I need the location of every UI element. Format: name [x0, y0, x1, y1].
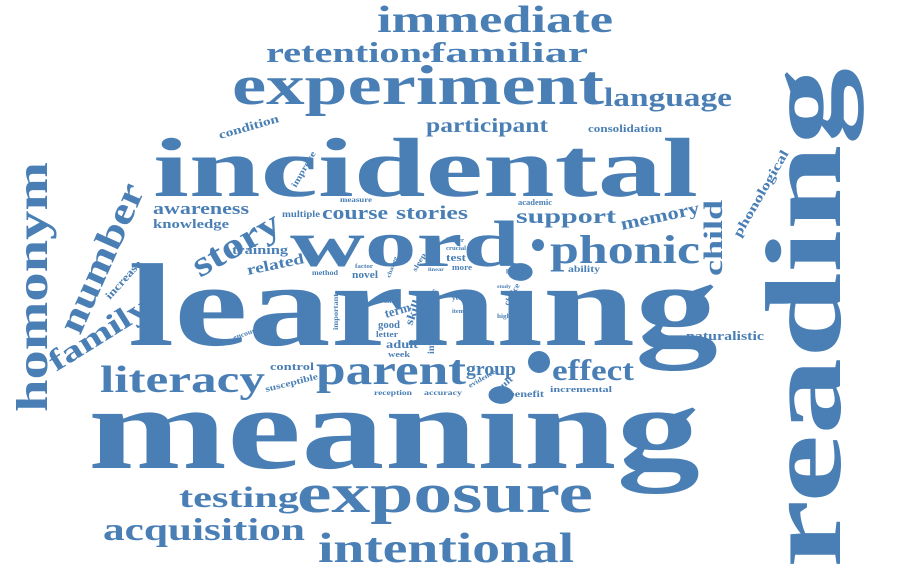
word-training: training	[232, 242, 289, 257]
word-year: year	[452, 296, 466, 302]
word-control: control	[270, 361, 314, 373]
word-retention: retention	[266, 38, 423, 69]
word-naturalistic: naturalistic	[686, 328, 764, 343]
separator-dot	[532, 239, 544, 251]
word-immediate: immediate	[377, 0, 613, 41]
word-learning: learning	[128, 240, 718, 371]
word-exposure: exposure	[297, 463, 593, 525]
word-factor: factor	[355, 264, 373, 270]
word-parent: parent	[316, 348, 466, 394]
word-phonic: phonic	[550, 227, 700, 272]
word-linear: linear	[428, 268, 445, 273]
word-incremental: incremental	[550, 385, 613, 394]
word-important: important	[332, 293, 340, 330]
word-good: good	[378, 320, 400, 331]
word-awareness: awareness	[153, 199, 249, 218]
word-test: test	[446, 253, 467, 264]
word-effect: effect	[552, 354, 634, 387]
word-word: word	[290, 208, 520, 281]
word-larger: larger	[446, 238, 464, 244]
word-method: method	[312, 269, 338, 277]
word-meaning: meaning	[88, 363, 700, 494]
word-academic: academic	[518, 198, 552, 207]
word-knowledge: knowledge	[153, 216, 229, 231]
word-multiple: multiple	[282, 209, 320, 219]
word-practice: practice	[506, 268, 530, 274]
separator-dot	[422, 51, 430, 59]
word-stories: stories	[396, 203, 468, 224]
word-participant: participant	[426, 115, 548, 137]
word-course: course	[322, 203, 388, 224]
word-adult: adult	[386, 337, 418, 351]
word-week: week	[388, 350, 411, 359]
word-reading: reading	[745, 68, 864, 568]
word-literacy: literacy	[100, 359, 265, 401]
word-measure: measure	[340, 196, 372, 204]
word-item: item	[452, 309, 464, 315]
word-more: more	[452, 263, 473, 272]
word-reception: reception	[374, 389, 412, 397]
word-language: language	[604, 83, 732, 112]
word-homonym: homonym	[8, 162, 57, 412]
word-experiment: experiment	[232, 55, 604, 117]
word-novel: novel	[352, 270, 378, 281]
word-group: group	[466, 359, 516, 380]
word-familiar: familiar	[430, 38, 588, 69]
word-intentional: intentional	[318, 526, 574, 572]
word-accuracy: accuracy	[424, 389, 463, 397]
word-incidental: incidental	[153, 122, 698, 215]
word-impact: impact	[426, 324, 436, 354]
word-support: support	[516, 204, 616, 228]
word-ability: ability	[568, 264, 601, 274]
word-higher: higher	[497, 314, 517, 320]
word-acquisition: acquisition	[103, 511, 305, 547]
word-consolidation: consolidation	[588, 124, 663, 135]
word-benefit: benefit	[508, 389, 544, 399]
word-testing: testing	[179, 481, 299, 514]
word-letter: letter	[376, 330, 399, 339]
word-child: child	[699, 199, 728, 276]
word-term: term	[383, 299, 412, 321]
separator-dot	[528, 351, 550, 373]
word-time: time	[384, 300, 397, 305]
word-study: study	[497, 285, 512, 290]
word-crucial: crucial	[446, 246, 466, 252]
